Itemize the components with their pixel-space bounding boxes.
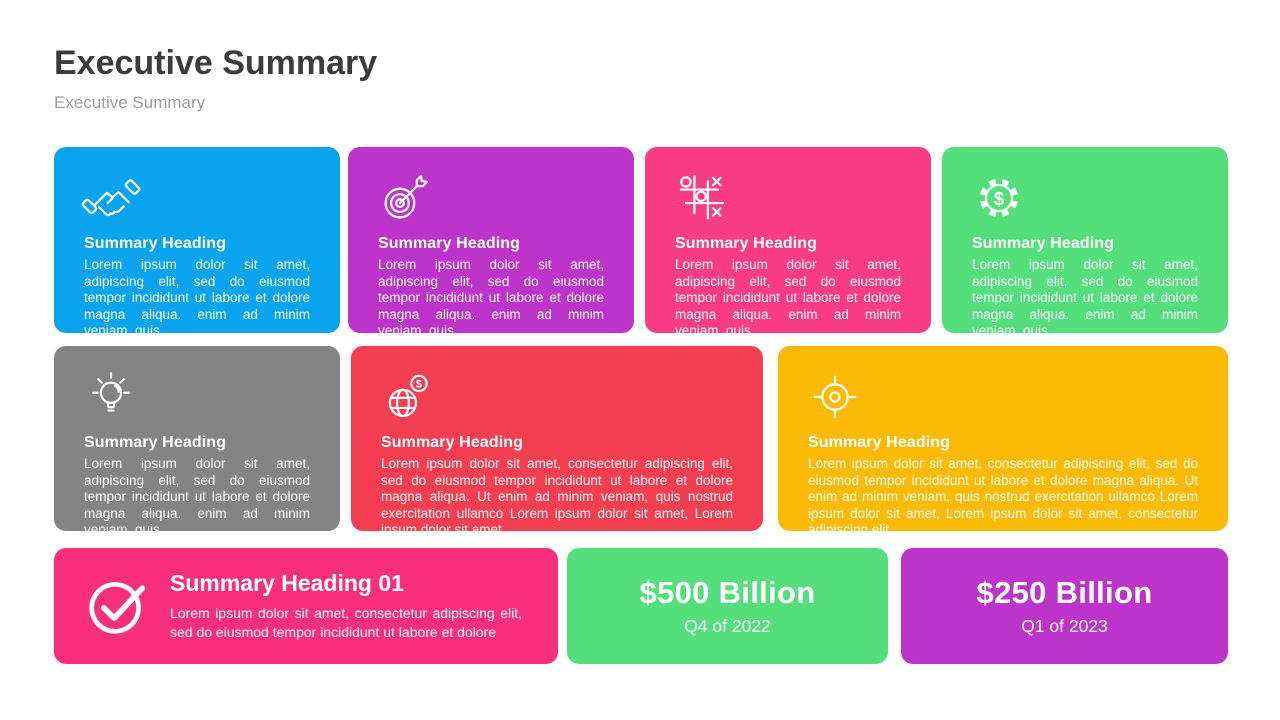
handshake-icon: [81, 179, 141, 217]
lightbulb-icon: [92, 372, 130, 412]
stat-value: $250 Billion: [976, 575, 1153, 610]
summary-card-gray: Summary Heading Lorem ipsum dolor sit am…: [54, 346, 340, 537]
card-heading: Summary Heading: [972, 235, 1114, 252]
page-title: Executive Summary: [54, 44, 378, 82]
card-body: Lorem ipsum dolor sit amet, adipiscing e…: [378, 257, 604, 339]
summary-card-green: $ Summary Heading Lorem ipsum dolor sit …: [942, 147, 1228, 338]
card-heading: Summary Heading: [381, 434, 523, 451]
stat-card-green: $500 Billion Q4 of 2022: [567, 548, 888, 664]
card-heading: Summary Heading: [808, 434, 950, 451]
card-heading: Summary Heading: [84, 434, 226, 451]
svg-text:$: $: [994, 188, 1005, 209]
highlight-card-pink: Summary Heading 01 Lorem ipsum dolor sit…: [54, 548, 558, 664]
card-heading: Summary Heading: [675, 235, 817, 252]
stat-card-purple: $250 Billion Q1 of 2023: [901, 548, 1228, 664]
gear-dollar-icon: $: [979, 178, 1019, 218]
card-body: Lorem ipsum dolor sit amet, consectetur …: [808, 456, 1198, 538]
card-heading: Summary Heading: [378, 235, 520, 252]
card-body: Lorem ipsum dolor sit amet, adipiscing e…: [972, 257, 1198, 339]
crosshair-target-icon: [813, 375, 857, 419]
stat-period: Q4 of 2022: [684, 616, 771, 636]
card-body: Lorem ipsum dolor sit amet, adipiscing e…: [84, 456, 310, 538]
summary-card-pink: Summary Heading Lorem ipsum dolor sit am…: [645, 147, 931, 338]
highlight-text-block: Summary Heading 01 Lorem ipsum dolor sit…: [170, 570, 522, 642]
summary-card-red: $ Summary Heading Lorem ipsum dolor sit …: [351, 346, 763, 537]
page-subtitle: Executive Summary: [54, 93, 206, 112]
card-heading: Summary Heading: [84, 235, 226, 252]
card-heading: Summary Heading 01: [170, 570, 404, 596]
tictactoe-strategy-icon: [679, 174, 725, 220]
stat-period: Q1 of 2023: [1021, 616, 1108, 636]
card-body: Lorem ipsum dolor sit amet, consectetur …: [170, 605, 522, 640]
globe-dollar-icon: $: [388, 374, 428, 418]
dartboard-arrow-icon: [384, 174, 429, 219]
card-body: Lorem ipsum dolor sit amet, adipiscing e…: [675, 257, 901, 339]
summary-card-purple: Summary Heading Lorem ipsum dolor sit am…: [348, 147, 634, 338]
stat-value: $500 Billion: [639, 575, 816, 610]
card-body: Lorem ipsum dolor sit amet, consectetur …: [381, 456, 733, 538]
summary-card-yellow: Summary Heading Lorem ipsum dolor sit am…: [778, 346, 1228, 537]
svg-text:$: $: [416, 379, 422, 391]
check-circle-icon: [89, 582, 146, 634]
summary-card-blue: Summary Heading Lorem ipsum dolor sit am…: [54, 147, 340, 338]
card-body: Lorem ipsum dolor sit amet, adipiscing e…: [84, 257, 310, 339]
